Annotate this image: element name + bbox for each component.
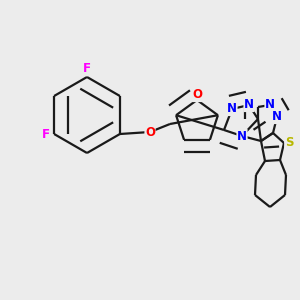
Text: S: S (285, 136, 293, 149)
Text: F: F (42, 128, 50, 140)
Text: O: O (145, 125, 155, 139)
Text: N: N (237, 130, 247, 142)
Text: F: F (83, 62, 91, 76)
Text: O: O (192, 88, 202, 101)
Text: N: N (227, 103, 237, 116)
Text: N: N (244, 98, 254, 112)
Text: N: N (272, 110, 282, 124)
Text: N: N (265, 98, 275, 112)
